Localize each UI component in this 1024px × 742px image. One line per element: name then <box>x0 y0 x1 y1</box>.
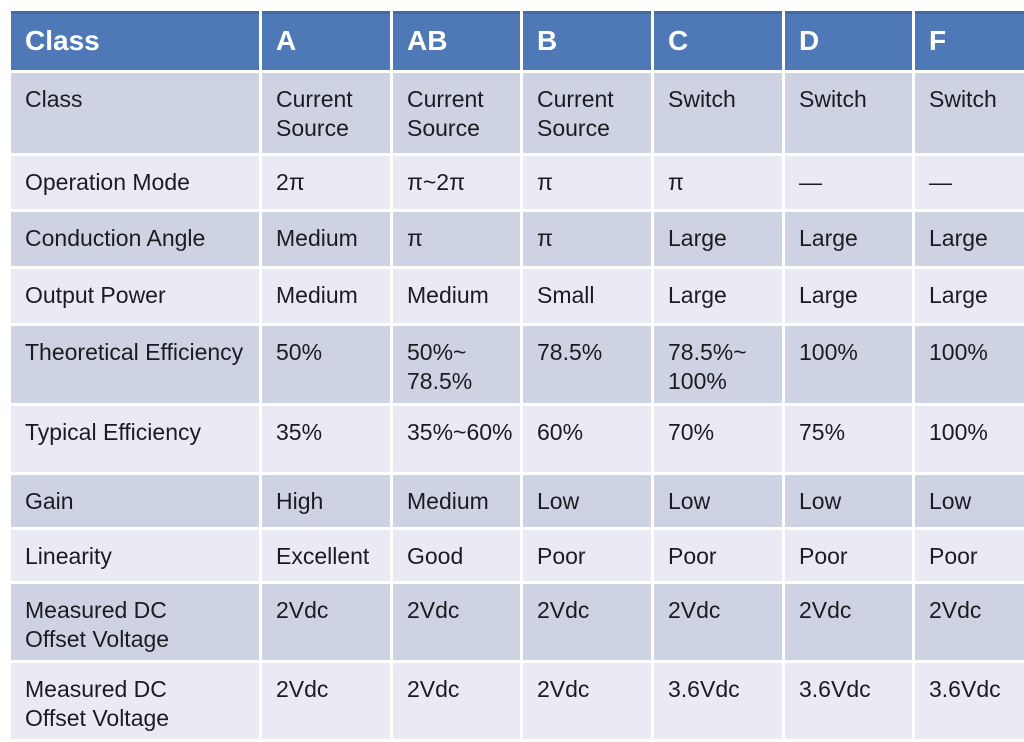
table-cell: Switch <box>654 73 782 153</box>
table-cell: 35% <box>262 406 390 472</box>
table-cell: Low <box>523 475 651 527</box>
table-cell: Low <box>654 475 782 527</box>
table-cell: Small <box>523 269 651 323</box>
table-row-class: Class Current Source Current Source Curr… <box>11 73 1024 153</box>
row-label: Conduction Angle <box>11 212 259 266</box>
header-cell-c: C <box>654 11 782 70</box>
table-cell: 2Vdc <box>654 584 782 660</box>
table-cell: 70% <box>654 406 782 472</box>
row-label: Typical Efficiency <box>11 406 259 472</box>
table-cell: Large <box>654 212 782 266</box>
row-label: Theoretical Efficiency <box>11 326 259 403</box>
table-cell: 78.5%~ 100% <box>654 326 782 403</box>
table-cell: 50% <box>262 326 390 403</box>
table-row-typical-efficiency: Typical Efficiency 35% 35%~60% 60% 70% 7… <box>11 406 1024 472</box>
header-cell-d: D <box>785 11 912 70</box>
table-cell: Poor <box>654 530 782 581</box>
table-cell: 2π <box>262 156 390 209</box>
table-cell: 3.6Vdc <box>785 662 912 739</box>
table-cell: Large <box>785 212 912 266</box>
table-cell: 75% <box>785 406 912 472</box>
table-cell: Excellent <box>262 530 390 581</box>
table-cell: Poor <box>785 530 912 581</box>
header-cell-a: A <box>262 11 390 70</box>
table-cell: 100% <box>915 326 1024 403</box>
header-cell-b: B <box>523 11 651 70</box>
table-cell: 100% <box>785 326 912 403</box>
table-cell: Large <box>654 269 782 323</box>
table-cell: 2Vdc <box>915 584 1024 660</box>
table-cell: — <box>785 156 912 209</box>
table-cell: 35%~60% <box>393 406 520 472</box>
table-cell: π <box>654 156 782 209</box>
table-row-conduction-angle: Conduction Angle Medium π π Large Large … <box>11 212 1024 266</box>
table-cell: Current Source <box>523 73 651 153</box>
table-cell: 50%~ 78.5% <box>393 326 520 403</box>
table-cell: Medium <box>262 269 390 323</box>
table-cell: 2Vdc <box>785 584 912 660</box>
table-cell: Large <box>915 212 1024 266</box>
row-label: Operation Mode <box>11 156 259 209</box>
row-label: Measured DC Offset Voltage <box>11 662 259 739</box>
table-cell: Large <box>915 269 1024 323</box>
row-label: Measured DC Offset Voltage <box>11 584 259 660</box>
table-row-measured-dc-offset-voltage-2: Measured DC Offset Voltage 2Vdc 2Vdc 2Vd… <box>11 662 1024 739</box>
table-cell: Low <box>785 475 912 527</box>
header-cell-f: F <box>915 11 1024 70</box>
table-cell: 2Vdc <box>262 662 390 739</box>
row-label: Output Power <box>11 269 259 323</box>
table-cell: π~2π <box>393 156 520 209</box>
header-cell-ab: AB <box>393 11 520 70</box>
table-cell: — <box>915 156 1024 209</box>
table-cell: π <box>523 156 651 209</box>
table-row-operation-mode: Operation Mode 2π π~2π π π — — <box>11 156 1024 209</box>
table-cell: 2Vdc <box>393 662 520 739</box>
table-cell: Medium <box>393 475 520 527</box>
row-label: Linearity <box>11 530 259 581</box>
table-row-measured-dc-offset-voltage-1: Measured DC Offset Voltage 2Vdc 2Vdc 2Vd… <box>11 584 1024 660</box>
row-label: Class <box>11 73 259 153</box>
table-cell: 2Vdc <box>393 584 520 660</box>
table-cell: 60% <box>523 406 651 472</box>
header-row: Class A AB B C D F <box>11 11 1024 70</box>
amplifier-class-comparison-table: Class A AB B C D F Class Current Source … <box>8 8 1024 742</box>
table-cell: 3.6Vdc <box>915 662 1024 739</box>
header-cell-class: Class <box>11 11 259 70</box>
table-row-gain: Gain High Medium Low Low Low Low <box>11 475 1024 527</box>
table-cell: Current Source <box>262 73 390 153</box>
table-cell: 2Vdc <box>262 584 390 660</box>
table-cell: Current Source <box>393 73 520 153</box>
row-label: Gain <box>11 475 259 527</box>
table-cell: Low <box>915 475 1024 527</box>
table-cell: Switch <box>785 73 912 153</box>
table-cell: 2Vdc <box>523 662 651 739</box>
table-cell: 3.6Vdc <box>654 662 782 739</box>
table-row-output-power: Output Power Medium Medium Small Large L… <box>11 269 1024 323</box>
table-cell: 78.5% <box>523 326 651 403</box>
table-cell: 100% <box>915 406 1024 472</box>
table-cell: π <box>393 212 520 266</box>
table-cell: Poor <box>915 530 1024 581</box>
table-cell: 2Vdc <box>523 584 651 660</box>
table-cell: Large <box>785 269 912 323</box>
table-cell: Poor <box>523 530 651 581</box>
table-cell: Medium <box>262 212 390 266</box>
table-cell: Switch <box>915 73 1024 153</box>
table-cell: Good <box>393 530 520 581</box>
table-row-theoretical-efficiency: Theoretical Efficiency 50% 50%~ 78.5% 78… <box>11 326 1024 403</box>
table-cell: π <box>523 212 651 266</box>
table-cell: High <box>262 475 390 527</box>
table-cell: Medium <box>393 269 520 323</box>
table-row-linearity: Linearity Excellent Good Poor Poor Poor … <box>11 530 1024 581</box>
